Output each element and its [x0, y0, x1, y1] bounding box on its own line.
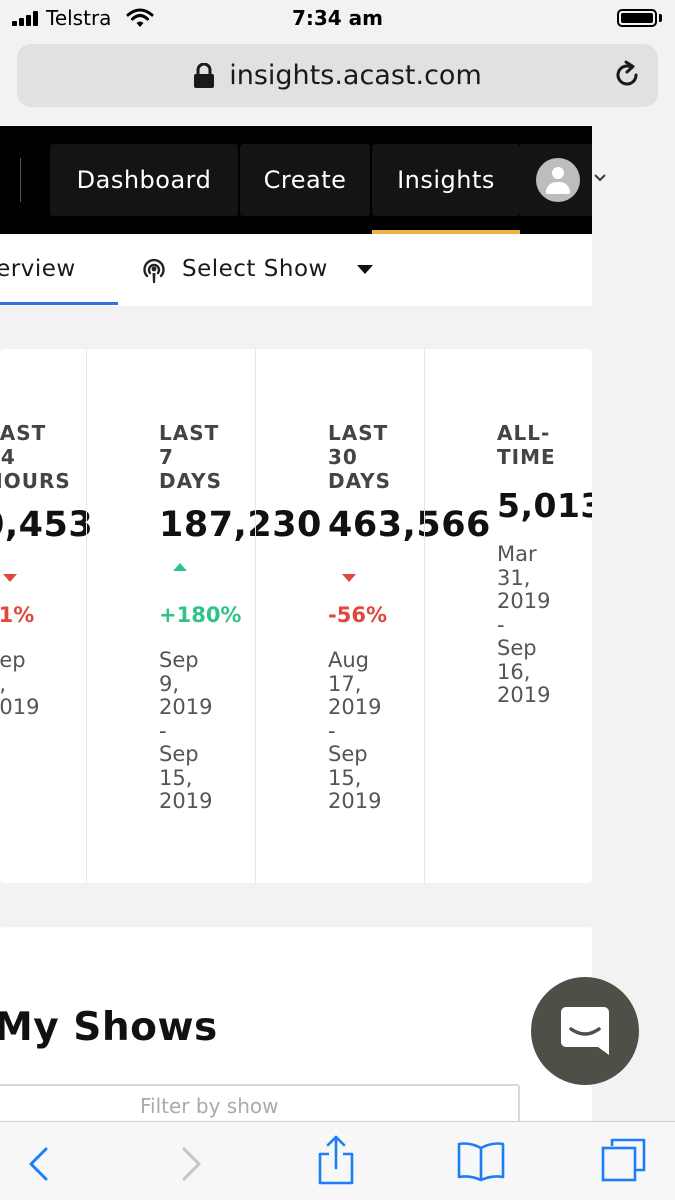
top-navigation: Dashboard Create Insights	[0, 126, 592, 234]
tab-active-underline	[0, 302, 118, 305]
stat-change: -56%	[328, 603, 387, 627]
nav-active-indicator	[372, 230, 520, 234]
stat-value: 0,453	[0, 505, 94, 545]
stat-all-time: ALL- TIME 5,013,080 Mar 31, 2019 - Sep 1…	[424, 349, 592, 883]
tabs-icon[interactable]	[600, 1136, 648, 1184]
tab-overview[interactable]: verview	[0, 256, 76, 282]
filter-placeholder: Filter by show	[140, 1094, 279, 1118]
stats-card: LAST 24 HOURS 0,453 21% Sep 6, 2019 LAST…	[0, 349, 592, 883]
forward-arrow-icon[interactable]	[180, 1146, 204, 1182]
cellular-signal-icon	[12, 11, 40, 26]
stat-label: LAST 7 DAYS	[159, 421, 223, 493]
stat-last-30-days: LAST 30 DAYS 463,566 -56% Aug 17, 2019 -…	[255, 349, 490, 883]
stat-date-range: Sep 6, 2019	[0, 648, 40, 719]
stat-change: 21%	[0, 603, 35, 627]
stat-date-range: Sep 9, 2019 - Sep 15, 2019	[159, 648, 213, 813]
stat-value: 5,013,080	[497, 486, 592, 525]
share-icon[interactable]	[316, 1134, 356, 1186]
caret-down-icon[interactable]	[357, 265, 373, 274]
nav-divider	[20, 158, 21, 202]
chevron-down-icon[interactable]	[594, 172, 606, 184]
stat-label: LAST 30 DAYS	[328, 421, 392, 493]
battery-icon	[617, 9, 657, 27]
select-show-dropdown[interactable]: Select Show	[182, 256, 328, 282]
ios-status-bar: Telstra 7:34 am	[0, 0, 675, 38]
stat-date-range: Aug 17, 2019 - Sep 15, 2019	[328, 648, 382, 813]
trend-down-icon	[3, 574, 17, 582]
podcast-icon	[143, 258, 165, 283]
chat-launcher-icon	[561, 1007, 609, 1055]
stat-last-24-hours: LAST 24 HOURS 0,453 21% Sep 6, 2019	[0, 349, 93, 883]
wifi-icon	[126, 8, 154, 27]
nav-item-insights[interactable]: Insights	[372, 144, 520, 216]
url-text[interactable]: insights.acast.com	[229, 60, 482, 91]
stat-date-range: Mar 31, 2019 - Sep 16, 2019	[497, 542, 551, 707]
reload-icon[interactable]	[612, 60, 642, 90]
stat-value: 463,566	[328, 505, 491, 545]
sub-tabs: verview Select Show	[0, 234, 592, 306]
my-shows-title: My Shows	[0, 1005, 218, 1050]
lock-icon	[194, 62, 215, 88]
nav-item-create[interactable]: Create	[240, 144, 370, 216]
stat-change: +180%	[159, 603, 242, 627]
browser-toolbar	[0, 1121, 675, 1200]
chat-launcher-button[interactable]	[531, 977, 639, 1085]
nav-item-dashboard[interactable]: Dashboard	[50, 144, 238, 216]
stat-label: LAST 24 HOURS	[0, 421, 71, 493]
back-arrow-icon[interactable]	[26, 1146, 50, 1182]
battery-cap	[659, 14, 662, 22]
stat-value: 187,230	[159, 505, 322, 545]
address-bar[interactable]: insights.acast.com	[17, 44, 658, 107]
user-avatar-icon[interactable]	[536, 158, 580, 202]
trend-down-icon	[342, 574, 356, 582]
trend-up-icon	[173, 563, 187, 571]
carrier-name: Telstra	[46, 6, 112, 30]
stat-label: ALL- TIME	[497, 421, 556, 469]
status-time: 7:34 am	[291, 6, 384, 30]
bookmarks-icon[interactable]	[456, 1140, 506, 1182]
stat-last-7-days: LAST 7 DAYS 187,230 +180% Sep 9, 2019 - …	[86, 349, 321, 883]
